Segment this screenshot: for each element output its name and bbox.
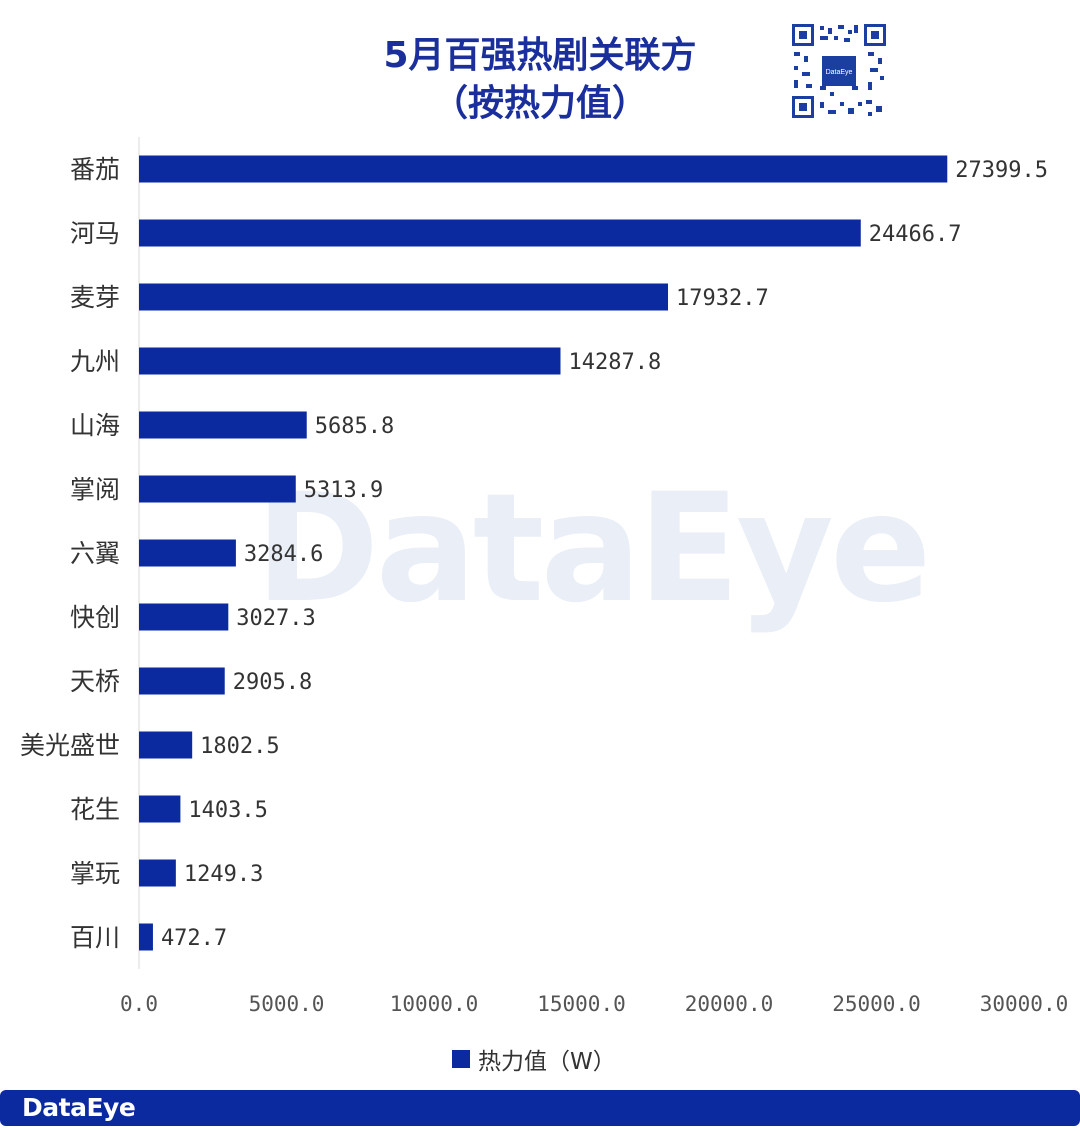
category-label: 掌阅 — [70, 475, 120, 504]
category-label: 掌玩 — [70, 859, 120, 888]
data-label: 3284.6 — [244, 542, 323, 567]
bar-chart: 番茄 27399.5 河马 24466.7 麦芽 17932.7 九州 14287.8 山海 56… — [20, 137, 1069, 1016]
data-label: 17932.7 — [676, 286, 769, 311]
bar — [139, 411, 307, 439]
chart-title-line1: 5月百强热剧关联方 — [383, 35, 697, 76]
chart-title-line2: （按热力值） — [431, 83, 648, 124]
data-label: 24466.7 — [869, 222, 962, 247]
category-label: 九州 — [70, 347, 120, 376]
data-label: 3027.3 — [236, 606, 315, 631]
bar — [139, 539, 236, 567]
category-label: 番茄 — [70, 155, 120, 184]
category-label: 花生 — [70, 795, 120, 824]
category-label: 麦芽 — [70, 283, 120, 312]
qr-logo-label: DataEye — [826, 69, 853, 76]
category-label: 美光盛世 — [20, 731, 120, 760]
x-tick-label: 5000.0 — [249, 992, 325, 1016]
bar — [139, 859, 176, 887]
data-label: 1249.3 — [184, 862, 263, 887]
footer-bar: DataEye — [0, 1090, 1080, 1126]
category-label: 天桥 — [70, 667, 120, 696]
data-label: 1802.5 — [200, 734, 279, 759]
bar — [139, 475, 296, 503]
bar — [139, 347, 561, 375]
category-label: 百川 — [70, 923, 120, 952]
data-label: 14287.8 — [568, 350, 661, 375]
data-label: 27399.5 — [955, 158, 1048, 183]
data-label: 1403.5 — [188, 798, 267, 823]
bar — [139, 155, 948, 183]
bar — [139, 923, 153, 951]
legend-swatch — [452, 1050, 470, 1068]
bar — [139, 603, 229, 631]
bar — [139, 667, 225, 695]
bar — [139, 795, 181, 823]
x-tick-label: 25000.0 — [832, 992, 921, 1016]
bar — [139, 731, 193, 759]
footer-brand-logo: DataEye — [22, 1093, 136, 1122]
category-label: 快创 — [70, 603, 120, 632]
data-label: 5313.9 — [304, 478, 383, 503]
qr-code-icon: DataEye — [790, 22, 888, 120]
data-label: 472.7 — [161, 926, 227, 951]
bar — [139, 283, 669, 311]
category-label: 山海 — [70, 411, 120, 440]
legend-label: 热力值（W） — [478, 1049, 616, 1075]
legend: 热力值（W） — [452, 1042, 616, 1076]
data-label: 2905.8 — [233, 670, 312, 695]
category-label: 河马 — [70, 219, 120, 248]
x-tick-label: 15000.0 — [537, 992, 626, 1016]
x-tick-label: 0.0 — [120, 992, 158, 1016]
x-tick-label: 10000.0 — [390, 992, 479, 1016]
category-label: 六翼 — [70, 539, 120, 568]
x-tick-label: 30000.0 — [980, 992, 1069, 1016]
data-label: 5685.8 — [315, 414, 394, 439]
bar — [139, 219, 861, 247]
x-tick-label: 20000.0 — [685, 992, 774, 1016]
watermark: DataEye — [255, 462, 932, 636]
